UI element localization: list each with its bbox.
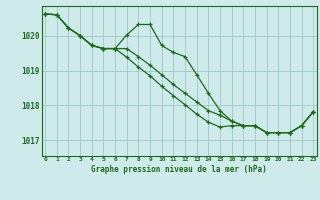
X-axis label: Graphe pression niveau de la mer (hPa): Graphe pression niveau de la mer (hPa) <box>91 165 267 174</box>
